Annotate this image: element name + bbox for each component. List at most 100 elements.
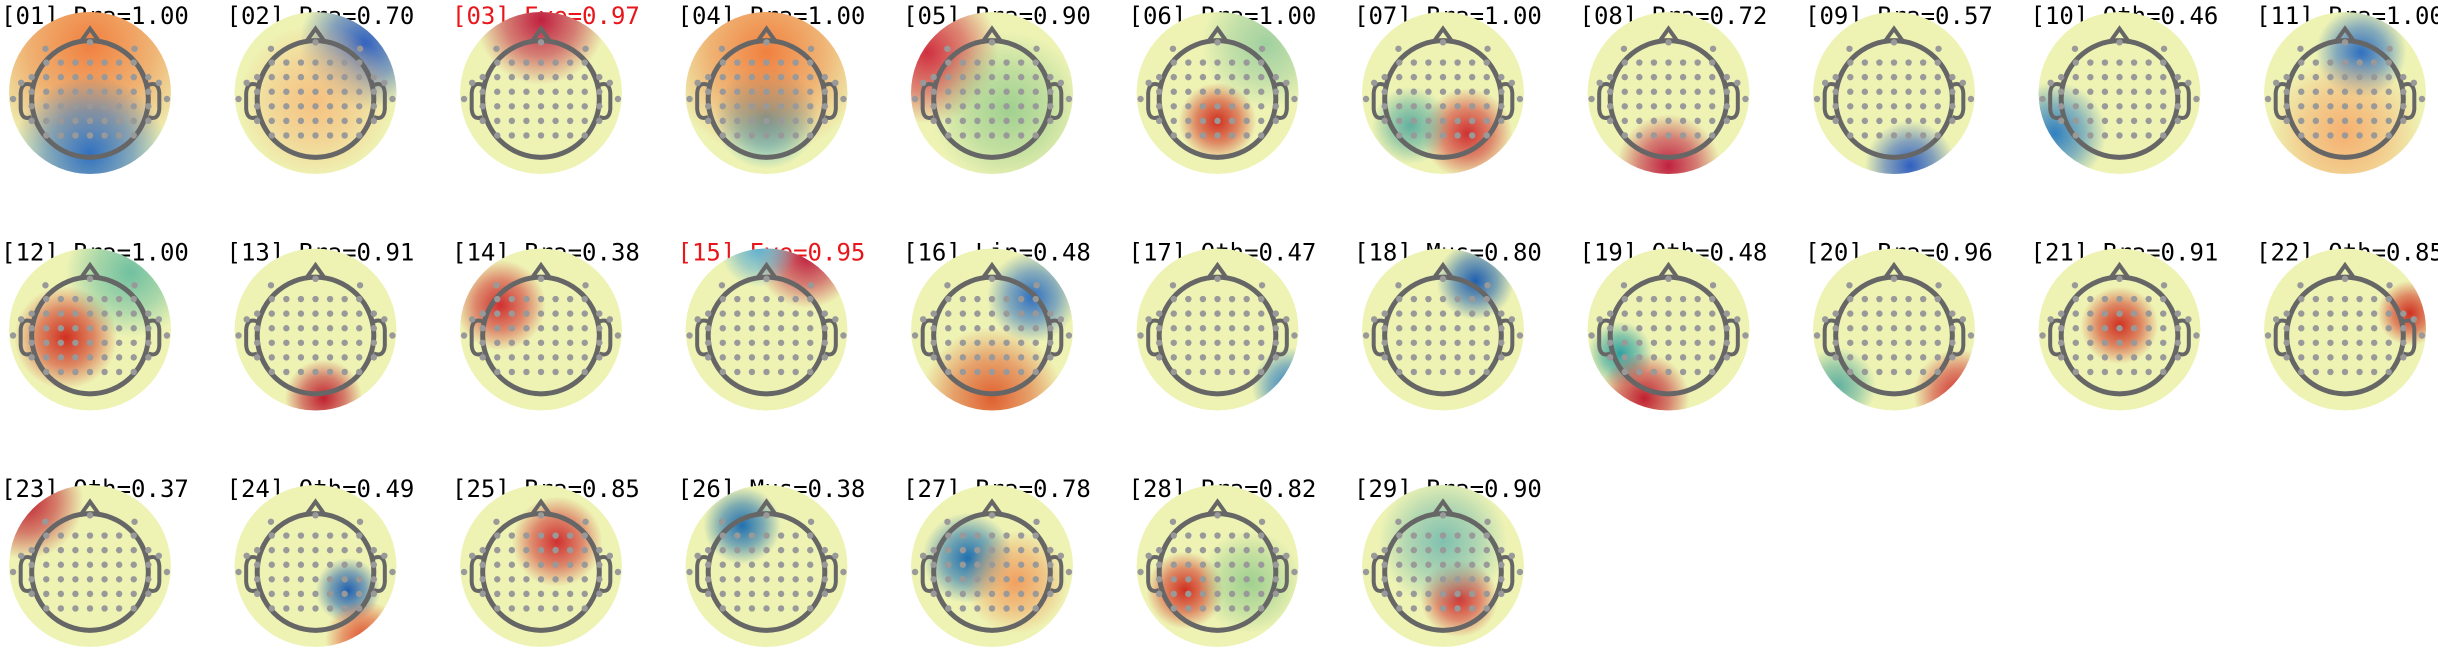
electrode	[1498, 88, 1505, 95]
electrode	[777, 73, 785, 81]
electrode	[959, 59, 967, 66]
electrode	[2418, 332, 2426, 339]
electrode	[807, 354, 814, 361]
electrode	[748, 576, 756, 583]
electrode	[283, 310, 290, 317]
electrode	[566, 561, 574, 568]
electrode	[1847, 73, 1854, 81]
electrode	[748, 59, 756, 66]
electrode	[581, 310, 588, 317]
electrode	[494, 88, 501, 95]
topomap	[685, 12, 848, 174]
electrode	[734, 576, 741, 583]
electrode	[283, 590, 290, 598]
electrode	[821, 73, 829, 81]
electrode	[479, 339, 486, 346]
electrode	[131, 282, 138, 289]
electrode	[807, 325, 814, 332]
electrode	[1483, 339, 1490, 346]
electrode	[1454, 310, 1461, 317]
electrode	[1410, 132, 1418, 139]
electrode	[959, 103, 967, 110]
electrode	[115, 546, 123, 554]
electrode	[1484, 518, 1491, 525]
electrode	[1169, 282, 1177, 289]
electrode	[1483, 132, 1490, 139]
electrode	[1905, 117, 1912, 125]
electrode	[1934, 88, 1941, 95]
electrode	[2145, 103, 2152, 110]
electrode	[792, 88, 799, 95]
electrode	[1047, 103, 1054, 110]
electrode	[326, 368, 334, 376]
electrode	[777, 310, 785, 317]
electrode	[945, 532, 952, 539]
electrode	[734, 339, 741, 346]
electrode	[1679, 354, 1687, 361]
electrode	[356, 132, 363, 139]
electrode	[2298, 59, 2305, 66]
left-ear	[469, 82, 484, 120]
electrode	[2145, 132, 2152, 139]
electrode	[1709, 310, 1716, 317]
electrode	[1410, 88, 1418, 95]
electrode	[2298, 117, 2305, 125]
electrode	[2341, 325, 2349, 332]
electrode	[2312, 339, 2320, 346]
electrode	[2101, 295, 2109, 303]
electrode	[101, 103, 108, 110]
electrode	[523, 590, 530, 598]
electrode	[1003, 368, 1010, 376]
electrode	[130, 59, 137, 66]
electrode	[1498, 590, 1505, 598]
electrode	[86, 368, 94, 376]
electrode	[389, 568, 396, 576]
electrode	[1199, 339, 1207, 346]
electrode	[807, 282, 815, 289]
electrode	[2370, 103, 2378, 110]
electrode	[2410, 79, 2418, 87]
electrode	[581, 117, 588, 125]
electrode	[1272, 88, 1280, 95]
electrode	[494, 295, 501, 303]
electrode	[1650, 310, 1658, 317]
electrode	[297, 339, 305, 346]
electrode	[582, 518, 589, 525]
electrode	[145, 339, 152, 346]
electrode	[944, 282, 951, 289]
electrode	[1483, 590, 1490, 598]
electrode	[115, 532, 123, 539]
electrode	[1454, 532, 1461, 539]
electrode	[2298, 325, 2305, 332]
electrode	[341, 576, 348, 583]
electrode	[2130, 117, 2138, 125]
electrode	[1483, 325, 1490, 332]
electrode	[552, 532, 559, 539]
electrode	[72, 132, 79, 139]
electrode	[2356, 73, 2363, 81]
electrode	[2072, 103, 2079, 110]
electrode	[312, 605, 319, 612]
electrode	[1832, 73, 1839, 81]
electrode	[1017, 310, 1025, 317]
electrode	[356, 295, 363, 303]
electrode	[930, 103, 937, 110]
electrode	[1439, 295, 1447, 303]
electrode	[1272, 73, 1280, 81]
electrode	[988, 39, 996, 46]
electrode	[1170, 546, 1177, 554]
electrode	[1243, 295, 1250, 303]
electrode	[552, 368, 559, 376]
electrode	[1934, 295, 1941, 303]
electrode	[718, 518, 726, 525]
electrode	[1032, 576, 1039, 583]
electrode	[581, 590, 588, 598]
electrode	[1170, 59, 1177, 66]
electrode	[1861, 339, 1869, 346]
electrode	[341, 73, 348, 81]
electrode	[1258, 368, 1265, 376]
electrode	[326, 295, 334, 303]
electrode	[356, 590, 363, 598]
electrode	[1017, 73, 1025, 81]
left-ear	[695, 318, 709, 357]
